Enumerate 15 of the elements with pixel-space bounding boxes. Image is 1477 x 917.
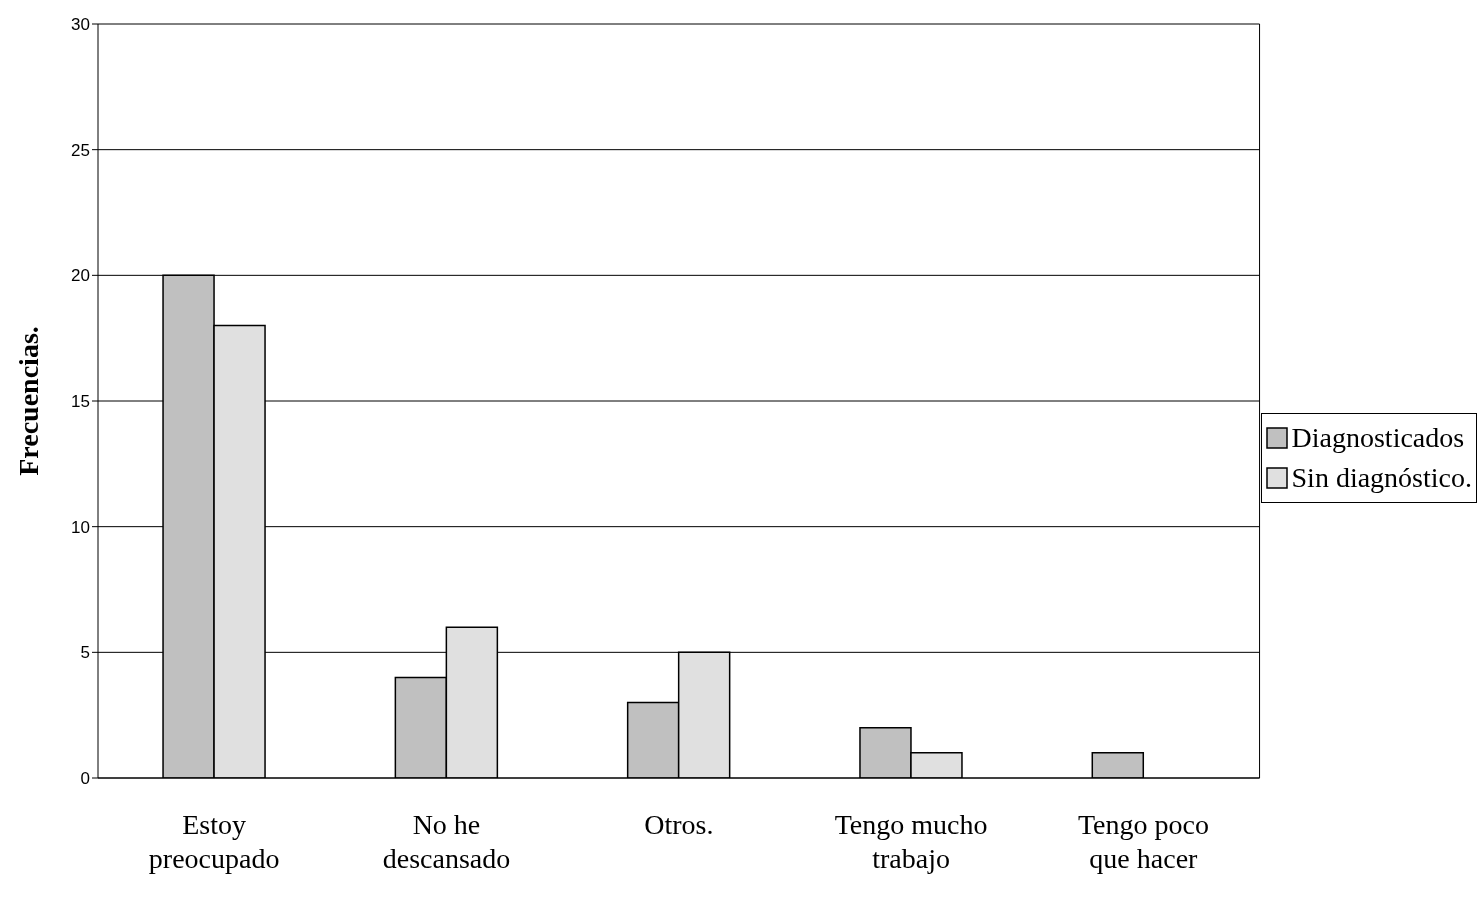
y-tick-label: 30 (71, 15, 90, 35)
y-tick-label: 10 (71, 517, 90, 537)
x-tick-label: Otros. (644, 809, 714, 840)
y-tick-label: 5 (80, 643, 90, 663)
legend-label: Sin diagnóstico. (1291, 461, 1472, 495)
y-tick-label: 25 (71, 140, 90, 160)
y-tick-label: 15 (71, 392, 90, 412)
x-tick-label: Tengo mucho trabajo (834, 809, 988, 874)
y-axis-title: Frecuencias. (12, 326, 44, 476)
legend-label: Diagnosticados (1291, 421, 1465, 455)
x-tick-label: No he descansado (382, 809, 511, 874)
x-tick-label: Estoy preocupado (148, 809, 280, 874)
y-tick-label: 0 (80, 769, 90, 789)
x-tick-label: Tengo poco que hacer (1077, 809, 1209, 874)
y-tick-label: 20 (71, 266, 90, 286)
